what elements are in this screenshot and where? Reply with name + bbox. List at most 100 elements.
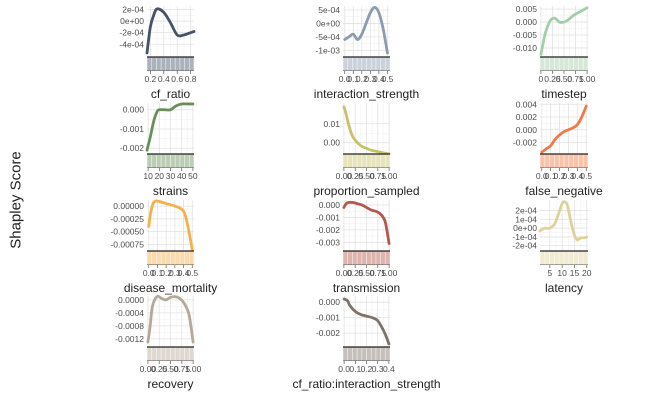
x-tick-label: 1.00 xyxy=(381,268,398,278)
shapley-curve xyxy=(342,297,391,346)
panel-transmission: 0.000 -0.001 -0.002 -0.003 0.000.250.500.751… xyxy=(316,200,400,295)
x-tick-label: 0.2 xyxy=(160,268,172,278)
x-tick-label: 0.5 xyxy=(186,268,198,278)
x-tick-label: 0 xyxy=(539,74,544,84)
y-tick-label: 0.000 xyxy=(123,105,145,115)
x-tick-label: 5 xyxy=(547,268,552,278)
y-tick-label: -0.002 xyxy=(513,138,537,148)
panel-timestep: 0.005 0.000 -0.005 -0.010 0 0.250.500.751.00 t… xyxy=(513,4,596,101)
y-tick-label: -0.010 xyxy=(513,43,537,53)
x-tick-label: 0.4 xyxy=(158,74,170,84)
y-tick-label: -0.00075 xyxy=(110,239,144,249)
shapley-curve xyxy=(342,105,391,156)
x-axis-title: disease_mortality xyxy=(124,281,217,295)
x-tick-label: 0.4 xyxy=(571,171,583,181)
y-tick-label: -0.005 xyxy=(513,30,537,40)
x-tick-label: 0.75 xyxy=(174,364,191,374)
x-tick-label: 0.4 xyxy=(373,74,385,84)
x-tick-label: 0.25 xyxy=(347,268,364,278)
x-tick-label: 0.8 xyxy=(185,74,197,84)
panel-interaction-strength: 5e-04 0e+00 -5e-04 -1e-03 0.00.10.20.30.40.5… xyxy=(314,5,419,101)
plot-background xyxy=(540,200,588,251)
x-axis-title: transmission xyxy=(333,281,400,295)
shapley-curve xyxy=(342,200,391,245)
x-tick-label: 0.3 xyxy=(563,171,575,181)
x-tick-label: 0.2 xyxy=(356,74,368,84)
y-tick-label: -0.0004 xyxy=(115,308,144,318)
y-tick-label: 0e+00 xyxy=(513,223,537,233)
panel-cf-ratio-interaction-strength: 0.000 -0.001 -0.002 0.0 0.1 0.2 0.3 0.4 cf_ratio… xyxy=(292,296,441,391)
shapley-curve xyxy=(145,102,195,152)
panel-proportion-sampled: 0.010.000.000.250.500.751.00proportion_s… xyxy=(313,103,420,198)
x-tick-label: 0.4 xyxy=(383,364,395,374)
y-tick-label: 0.0000 xyxy=(118,295,144,305)
y-tick-label: -0.001 xyxy=(316,313,340,323)
x-tick-label: 0.4 xyxy=(178,268,190,278)
x-tick-label: 0.1 xyxy=(349,364,361,374)
y-tick-label: -0.002 xyxy=(316,328,340,338)
y-tick-label: -0.0008 xyxy=(115,321,144,331)
y-tick-label: 0e+00 xyxy=(120,16,144,26)
x-tick-label: 40 xyxy=(177,171,187,181)
panel-recovery: 0.0000 -0.0004 -0.0008 -0.0012 0.000.250.500… xyxy=(115,294,202,391)
x-tick-label: 0.0 xyxy=(536,171,548,181)
x-tick-label: 0.50 xyxy=(358,171,375,181)
x-tick-label: 10 xyxy=(143,171,153,181)
x-tick-label: 0.00 xyxy=(336,268,353,278)
x-tick-label: 0.75 xyxy=(370,268,387,278)
y-tick-label: 2e-04 xyxy=(122,4,144,14)
y-tick-label: -4e-04 xyxy=(119,39,144,49)
x-tick-label: 0.2 xyxy=(144,74,156,84)
y-tick-label: -0.003 xyxy=(316,237,340,247)
x-tick-label: 0.00 xyxy=(140,364,157,374)
x-tick-label: 0.50 xyxy=(556,74,573,84)
y-tick-label: -5e-04 xyxy=(315,32,340,42)
x-axis-title: timestep xyxy=(541,87,587,101)
x-tick-label: 0.75 xyxy=(370,171,387,181)
x-tick-label: 0.25 xyxy=(151,364,168,374)
x-axis-title: latency xyxy=(545,281,583,295)
x-tick-label: 0.3 xyxy=(372,364,384,374)
x-tick-label: 50 xyxy=(188,171,198,181)
x-tick-label: 0.0 xyxy=(338,364,350,374)
x-tick-label: 0.2 xyxy=(554,171,566,181)
y-tick-label: -2e-04 xyxy=(512,241,537,251)
y-tick-label: 0.002 xyxy=(516,112,538,122)
y-tick-label: 0.000 xyxy=(516,17,538,27)
y-tick-label: 1e-04 xyxy=(515,214,537,224)
plot-background xyxy=(343,6,390,57)
x-tick-label: 0.1 xyxy=(545,171,557,181)
y-tick-label: -0.00050 xyxy=(110,227,144,237)
x-tick-label: 0.1 xyxy=(347,74,359,84)
y-tick-label: -0.002 xyxy=(316,225,340,235)
x-tick-label: 0.3 xyxy=(169,268,181,278)
y-tick-label: 0.01 xyxy=(323,119,340,129)
panel-false-negative: 0.004 0.002 0.000 -0.002 0.00.10.20.30.40.5 f… xyxy=(513,99,603,198)
x-tick-label: 0.50 xyxy=(162,364,179,374)
shapley-curve xyxy=(539,6,589,56)
x-tick-label: 0.5 xyxy=(382,74,394,84)
x-tick-label: 0.00 xyxy=(336,171,353,181)
shapley-curve xyxy=(146,294,195,344)
x-tick-label: 30 xyxy=(166,171,176,181)
x-tick-label: 0.6 xyxy=(171,74,183,84)
y-tick-label: 0.000 xyxy=(319,200,341,210)
shapley-curve xyxy=(343,5,389,55)
x-tick-label: 10 xyxy=(557,268,567,278)
y-tick-label: 0.00000 xyxy=(113,201,144,211)
x-tick-label: 0.5 xyxy=(580,171,592,181)
x-tick-label: 0.25 xyxy=(544,74,561,84)
y-tick-label: -2e-04 xyxy=(119,28,144,38)
x-tick-label: 0.2 xyxy=(361,364,373,374)
y-tick-label: -0.00025 xyxy=(110,214,144,224)
x-tick-label: 0.0 xyxy=(339,74,351,84)
y-tick-label: 0.00 xyxy=(323,138,340,148)
x-axis-title: interaction_strength xyxy=(314,87,419,101)
x-tick-label: 20 xyxy=(582,268,592,278)
shapley-curve xyxy=(145,7,196,55)
x-tick-label: 0.0 xyxy=(143,268,155,278)
x-tick-label: 1.00 xyxy=(381,171,398,181)
